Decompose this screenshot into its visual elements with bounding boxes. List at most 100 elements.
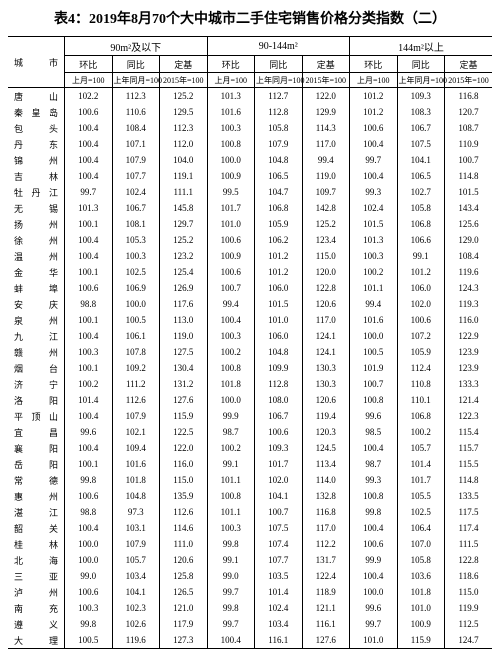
value-cell: 101.2: [255, 248, 303, 264]
value-cell: 106.0: [255, 280, 303, 296]
value-cell: 101.0: [207, 216, 255, 232]
value-cell: 99.8: [207, 536, 255, 552]
value-cell: 129.9: [302, 104, 350, 120]
value-cell: 100.5: [350, 344, 398, 360]
value-cell: 114.3: [302, 120, 350, 136]
table-row: 吉 林100.4107.7119.1100.9106.5119.0100.410…: [8, 168, 492, 184]
city-cell: 扬 州: [8, 216, 65, 232]
city-cell: 无 锡: [8, 200, 65, 216]
value-cell: 104.0: [160, 152, 208, 168]
value-cell: 103.1: [112, 520, 160, 536]
value-cell: 117.0: [302, 520, 350, 536]
value-cell: 107.9: [255, 136, 303, 152]
value-cell: 105.9: [397, 344, 445, 360]
value-cell: 101.2: [397, 264, 445, 280]
value-cell: 99.4: [302, 152, 350, 168]
value-cell: 115.9: [397, 632, 445, 649]
value-cell: 107.8: [112, 344, 160, 360]
value-cell: 100.8: [207, 136, 255, 152]
table-row: 烟 台100.1109.2130.4100.8109.9130.3101.911…: [8, 360, 492, 376]
sub-header: 环比: [350, 56, 398, 73]
value-cell: 101.7: [397, 472, 445, 488]
value-cell: 111.2: [112, 376, 160, 392]
value-cell: 115.0: [160, 472, 208, 488]
value-cell: 122.9: [445, 328, 493, 344]
city-cell: 蚌 埠: [8, 280, 65, 296]
value-cell: 117.4: [445, 520, 493, 536]
value-cell: 100.6: [65, 280, 113, 296]
city-cell: 湛 江: [8, 504, 65, 520]
value-cell: 119.0: [160, 328, 208, 344]
value-cell: 112.3: [160, 120, 208, 136]
city-cell: 南 充: [8, 600, 65, 616]
value-cell: 126.5: [160, 584, 208, 600]
table-row: 湛 江98.897.3112.6101.1100.7116.899.8102.5…: [8, 504, 492, 520]
value-cell: 104.7: [255, 184, 303, 200]
value-cell: 105.7: [112, 552, 160, 568]
value-cell: 99.8: [350, 504, 398, 520]
value-cell: 99.0: [65, 568, 113, 584]
value-cell: 122.4: [302, 568, 350, 584]
value-cell: 129.7: [160, 216, 208, 232]
value-cell: 120.3: [302, 424, 350, 440]
value-cell: 123.9: [445, 360, 493, 376]
value-cell: 101.3: [350, 232, 398, 248]
value-cell: 125.6: [445, 216, 493, 232]
value-cell: 102.1: [112, 424, 160, 440]
value-cell: 100.9: [397, 616, 445, 632]
value-cell: 112.3: [112, 88, 160, 105]
city-cell: 泸 州: [8, 584, 65, 600]
value-cell: 100.2: [207, 440, 255, 456]
city-cell: 金 华: [8, 264, 65, 280]
value-cell: 108.4: [445, 248, 493, 264]
value-cell: 121.1: [302, 600, 350, 616]
value-cell: 105.8: [255, 120, 303, 136]
value-cell: 100.4: [65, 152, 113, 168]
table-row: 济 宁100.2111.2131.2101.8112.8130.3100.711…: [8, 376, 492, 392]
value-cell: 99.8: [207, 600, 255, 616]
value-cell: 99.7: [207, 584, 255, 600]
value-cell: 100.9: [207, 168, 255, 184]
value-cell: 122.8: [302, 280, 350, 296]
value-cell: 102.0: [397, 296, 445, 312]
value-cell: 100.8: [350, 488, 398, 504]
value-cell: 106.5: [397, 168, 445, 184]
value-cell: 102.4: [112, 184, 160, 200]
value-cell: 101.7: [207, 200, 255, 216]
value-cell: 100.4: [65, 120, 113, 136]
group-header-2: 144m²以上: [350, 37, 493, 56]
value-cell: 106.7: [255, 408, 303, 424]
city-cell: 秦皇岛: [8, 104, 65, 120]
sub2-header: 上月=100: [207, 73, 255, 88]
group-header-0: 90m²及以下: [65, 37, 208, 56]
sub2-header: 上月=100: [350, 73, 398, 88]
value-cell: 106.4: [397, 520, 445, 536]
value-cell: 98.8: [65, 296, 113, 312]
city-cell: 韶 关: [8, 520, 65, 536]
value-cell: 119.4: [302, 408, 350, 424]
value-cell: 100.6: [350, 536, 398, 552]
value-cell: 103.4: [112, 568, 160, 584]
value-cell: 119.0: [302, 168, 350, 184]
city-cell: 宜 昌: [8, 424, 65, 440]
value-cell: 101.6: [112, 456, 160, 472]
value-cell: 102.7: [397, 184, 445, 200]
value-cell: 115.4: [445, 424, 493, 440]
table-row: 徐 州100.4105.3125.2100.6106.2123.4101.310…: [8, 232, 492, 248]
value-cell: 100.6: [255, 424, 303, 440]
value-cell: 109.9: [255, 360, 303, 376]
sub-header: 环比: [65, 56, 113, 73]
sub-header: 定基: [302, 56, 350, 73]
value-cell: 105.7: [397, 440, 445, 456]
value-cell: 102.4: [255, 600, 303, 616]
table-row: 扬 州100.1108.1129.7101.0105.9125.2101.510…: [8, 216, 492, 232]
value-cell: 101.4: [65, 392, 113, 408]
table-row: 秦皇岛100.6110.6129.5101.6112.8129.9101.210…: [8, 104, 492, 120]
value-cell: 130.3: [302, 376, 350, 392]
value-cell: 112.8: [255, 104, 303, 120]
value-cell: 104.8: [255, 344, 303, 360]
value-cell: 100.3: [350, 248, 398, 264]
value-cell: 109.3: [255, 440, 303, 456]
value-cell: 104.1: [255, 488, 303, 504]
value-cell: 100.3: [207, 120, 255, 136]
